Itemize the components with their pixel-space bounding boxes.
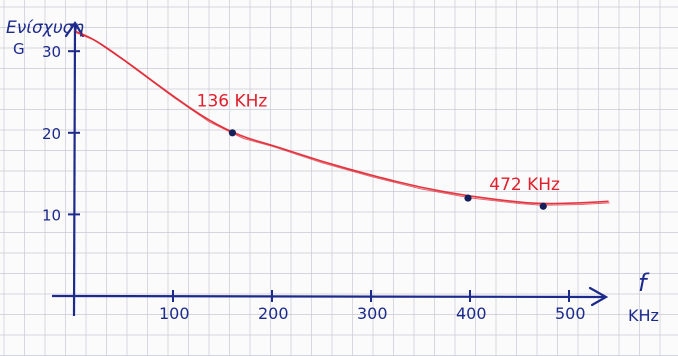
x-tick-label: 300 xyxy=(357,304,388,323)
x-axis-unit: KHz xyxy=(628,306,659,325)
x-tick-label: 200 xyxy=(258,304,289,323)
y-axis-title-note: Ενίσχυση xyxy=(6,18,84,38)
y-axis-line xyxy=(74,24,75,316)
x-tick-label: 500 xyxy=(555,304,586,323)
x-axis-line xyxy=(52,296,604,297)
points-group xyxy=(229,129,547,210)
data-point xyxy=(540,203,547,210)
frequency-annotation: 472 KHz xyxy=(489,175,560,195)
x-tick-label: 100 xyxy=(159,304,190,323)
data-point xyxy=(464,194,471,201)
frequency-annotation: 136 KHz xyxy=(197,92,268,112)
y-axis-label: G xyxy=(13,40,25,58)
data-point xyxy=(229,129,236,136)
y-tick-label: 30 xyxy=(42,43,61,61)
axes xyxy=(52,23,606,316)
y-tick-label: 10 xyxy=(42,206,61,224)
x-tick-label: 400 xyxy=(456,304,487,323)
y-tick-label: 20 xyxy=(42,125,61,143)
